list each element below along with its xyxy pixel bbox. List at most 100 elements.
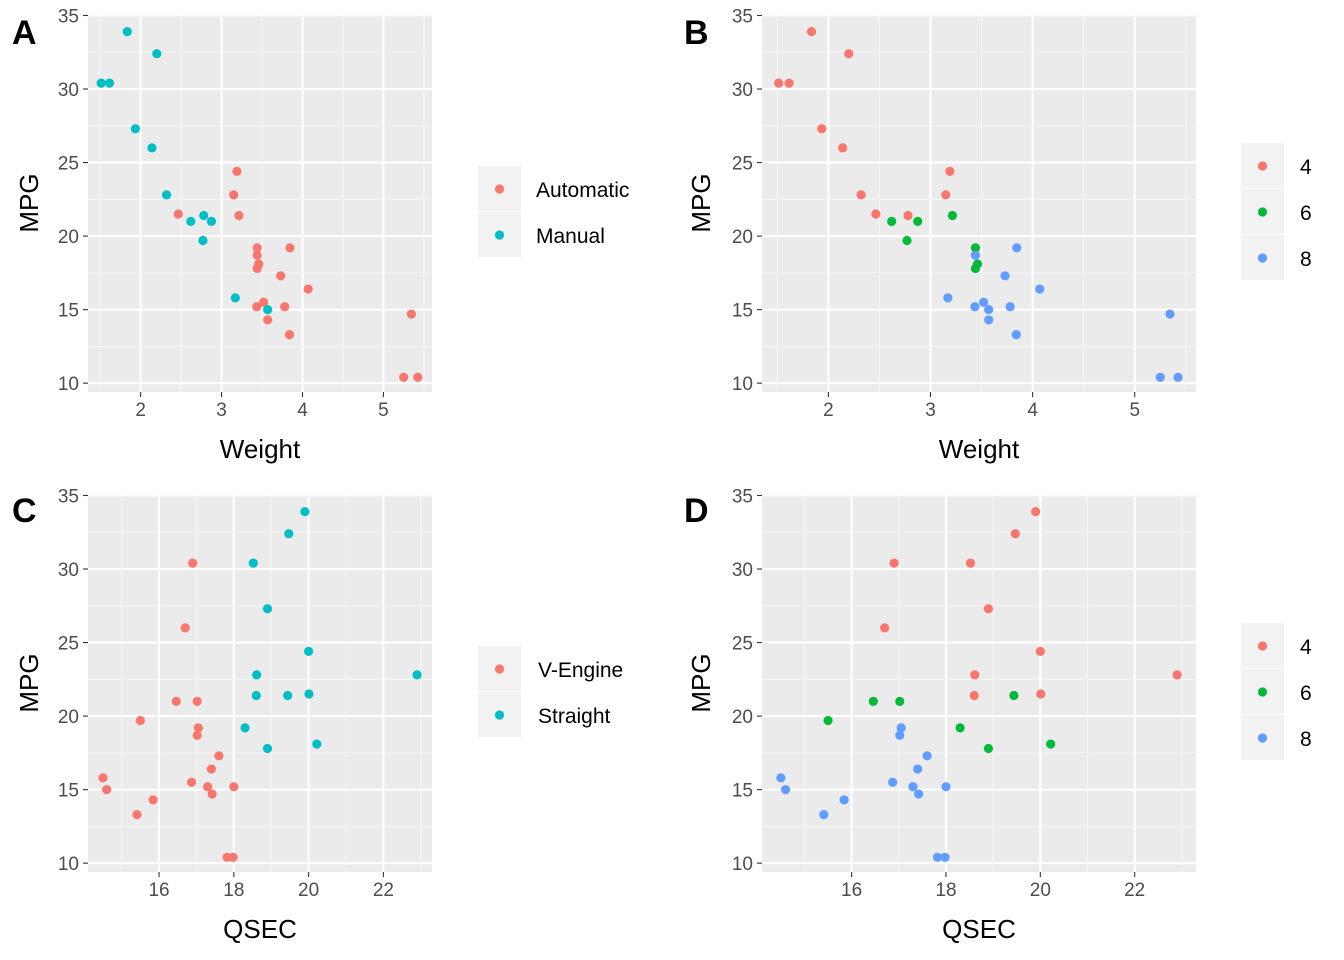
legend-key-point <box>1257 733 1268 743</box>
y-tick-label: 35 <box>732 486 753 507</box>
data-point <box>132 810 142 820</box>
data-point <box>262 604 273 614</box>
series-v-engine <box>98 558 239 862</box>
y-axis-title: MPG <box>14 173 44 232</box>
data-point <box>263 305 273 315</box>
y-tick-label: 20 <box>58 707 79 728</box>
data-point <box>913 764 923 774</box>
data-point <box>192 696 202 706</box>
data-point <box>229 782 239 792</box>
plot-panel <box>762 494 1196 872</box>
data-point <box>1035 646 1045 656</box>
x-tick-label: 20 <box>1030 880 1051 901</box>
data-point <box>1000 271 1010 281</box>
legend-label: 6 <box>1300 682 1312 705</box>
data-point <box>1005 302 1015 312</box>
data-point <box>823 715 833 726</box>
data-point <box>135 715 145 726</box>
data-point <box>806 27 817 37</box>
y-tick-label: 35 <box>58 486 79 507</box>
y-axis-title: MPG <box>686 653 716 712</box>
y-tick-label: 10 <box>58 854 79 875</box>
x-tick-label: 18 <box>223 880 244 901</box>
data-point <box>234 210 244 221</box>
data-point <box>1165 309 1175 319</box>
data-point <box>232 166 242 176</box>
y-tick-label: 15 <box>58 781 79 802</box>
legend-key-point <box>494 664 505 674</box>
data-point <box>252 302 262 312</box>
data-point <box>96 78 106 88</box>
legend-key-point <box>1257 253 1268 263</box>
data-point <box>222 852 232 862</box>
data-point <box>983 604 994 614</box>
data-point <box>122 27 132 37</box>
data-point <box>1035 284 1045 294</box>
y-tick-label: 15 <box>732 301 753 322</box>
data-point <box>102 785 112 795</box>
data-point <box>955 723 965 733</box>
data-point <box>188 558 198 568</box>
panel-tag: D <box>684 492 709 530</box>
data-point <box>413 372 423 382</box>
data-point <box>406 309 416 319</box>
data-point <box>895 730 905 740</box>
legend-label: 4 <box>1300 636 1312 659</box>
data-point <box>913 216 923 226</box>
data-point <box>173 209 183 219</box>
data-point <box>776 773 786 783</box>
y-tick-label: 35 <box>58 6 79 27</box>
panel-b: 2 3 4 5 10 15 20 25 30 35 Weight MPG B 4 6 8 <box>684 6 1312 464</box>
legend-key-point <box>494 184 505 194</box>
legend-key-point <box>494 710 505 720</box>
data-point <box>1036 689 1046 699</box>
legend-label: Manual <box>536 225 605 248</box>
data-point <box>263 315 273 325</box>
panel-tag: B <box>684 14 709 52</box>
panels: 2 3 4 5101520253035WeightMPGAAutomaticManua… <box>12 6 1312 944</box>
data-point <box>838 143 848 153</box>
y-tick-label: 15 <box>732 781 753 802</box>
panel-tag: C <box>12 492 37 530</box>
x-tick-label: 16 <box>148 880 169 901</box>
data-point <box>312 739 322 749</box>
x-tick-label: 2 <box>823 400 834 421</box>
data-point <box>888 777 898 787</box>
panel-tag: A <box>12 14 37 52</box>
data-point <box>98 773 108 783</box>
data-point <box>889 558 899 568</box>
x-tick-label: 4 <box>1027 400 1038 421</box>
data-point <box>147 143 157 153</box>
legend-key-point <box>1257 161 1268 171</box>
x-tick-label: 20 <box>298 880 319 901</box>
data-point <box>856 190 866 200</box>
legend-label: 4 <box>1300 156 1312 179</box>
data-point <box>1012 243 1022 253</box>
data-point <box>902 235 912 246</box>
plot-panel <box>88 14 432 392</box>
data-point <box>262 743 273 754</box>
x-tick-label: 3 <box>925 400 936 421</box>
data-point <box>943 293 953 303</box>
data-point <box>871 209 881 219</box>
data-point <box>819 810 829 820</box>
legend-label: V-Engine <box>538 659 623 682</box>
x-tick-label: 4 <box>297 400 308 421</box>
series-6 <box>823 690 1056 754</box>
data-point <box>970 263 981 274</box>
legend-label: 8 <box>1300 728 1312 751</box>
data-point <box>199 210 209 221</box>
data-point <box>903 210 913 221</box>
y-tick-label: 20 <box>732 707 753 728</box>
data-point <box>104 78 115 88</box>
legend: Automatic Manual <box>478 166 629 257</box>
x-tick-label: 18 <box>935 880 956 901</box>
legend-key-point <box>1257 641 1268 651</box>
series-4 <box>774 27 955 221</box>
x-tick-label: 2 <box>135 400 146 421</box>
data-point <box>922 751 932 761</box>
y-tick-label: 10 <box>732 854 753 875</box>
y-tick-label: 10 <box>732 374 753 395</box>
y-tick-label: 25 <box>58 634 79 655</box>
